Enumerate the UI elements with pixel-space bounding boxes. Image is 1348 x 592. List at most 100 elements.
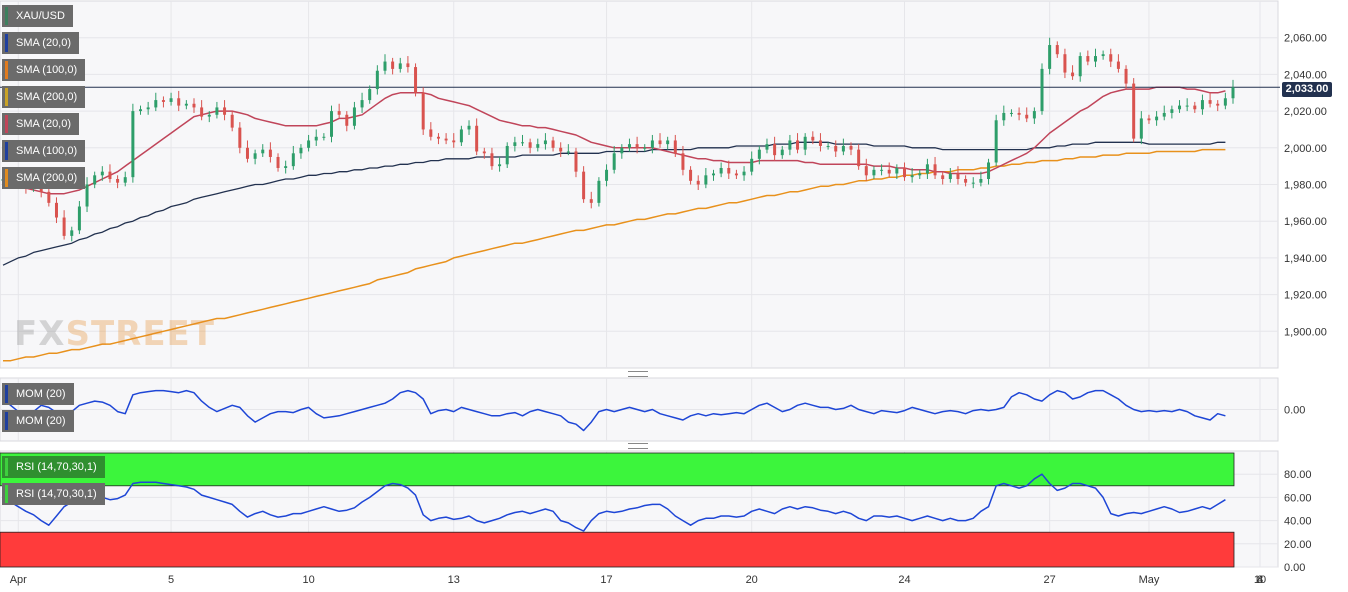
candle xyxy=(765,138,769,154)
candle-body xyxy=(1025,114,1029,119)
candle xyxy=(1071,65,1075,80)
candle-body xyxy=(1002,112,1006,121)
candle-body xyxy=(521,142,525,144)
candle xyxy=(666,136,670,150)
legend-swatch xyxy=(5,169,8,187)
legend-sma100-b[interactable]: SMA (100,0) xyxy=(2,140,86,162)
candle-body xyxy=(925,164,929,174)
candle-body xyxy=(1048,45,1052,69)
candle xyxy=(566,144,570,156)
candle xyxy=(1002,105,1006,126)
candle-body xyxy=(643,147,647,149)
candle-body xyxy=(696,180,700,185)
candle xyxy=(93,171,97,189)
candle-body xyxy=(1093,56,1097,62)
candle xyxy=(276,153,280,172)
candle-body xyxy=(268,149,272,157)
candle-body xyxy=(773,144,777,156)
candle-body xyxy=(1124,68,1128,84)
rsi-y-tick-label: 80.00 xyxy=(1284,469,1312,481)
candle-body xyxy=(161,100,165,102)
candle xyxy=(1193,101,1197,113)
candle-body xyxy=(505,145,509,165)
candle-body xyxy=(605,169,609,181)
candle-body xyxy=(1170,109,1174,113)
candle xyxy=(245,140,249,163)
candle-body xyxy=(1086,56,1090,62)
legend-sma20-b[interactable]: SMA (20,0) xyxy=(2,113,80,135)
panel-resize-handle[interactable] xyxy=(628,443,648,449)
current-price-tag: 2,033.00 xyxy=(1282,82,1332,97)
candle xyxy=(1223,92,1227,110)
candle-body xyxy=(1155,116,1159,121)
legend-rsi-b[interactable]: RSI (14,70,30,1) xyxy=(2,483,105,505)
rsi-y-tick-label: 60.00 xyxy=(1284,492,1312,504)
legend-sma100-a[interactable]: SMA (100,0) xyxy=(2,59,86,81)
candle-body xyxy=(1185,105,1189,107)
candle-body xyxy=(582,171,586,200)
candle-body xyxy=(1017,112,1021,115)
candle xyxy=(459,125,463,146)
candle-body xyxy=(666,140,670,145)
legend-sma20-a[interactable]: SMA (20,0) xyxy=(2,32,80,54)
legend-swatch xyxy=(5,412,8,430)
candle xyxy=(536,138,540,152)
candle-body xyxy=(245,147,249,159)
candle xyxy=(360,92,364,113)
candle-body xyxy=(100,171,104,176)
legend-label: SMA (20,0) xyxy=(16,37,72,49)
candle xyxy=(933,156,937,179)
candle-body xyxy=(154,100,158,108)
candle xyxy=(650,134,654,154)
candle-body xyxy=(750,158,754,172)
legend-swatch xyxy=(5,142,8,160)
candle xyxy=(54,197,58,224)
candle-body xyxy=(383,61,387,71)
candle-body xyxy=(215,107,219,115)
candle xyxy=(681,145,685,176)
legend-rsi-a[interactable]: RSI (14,70,30,1) xyxy=(2,456,105,478)
candle-body xyxy=(513,142,517,146)
legend-mom-a[interactable]: MOM (20) xyxy=(2,383,74,405)
candle-body xyxy=(54,202,58,218)
legend-mom-b[interactable]: MOM (20) xyxy=(2,410,74,432)
candle xyxy=(1155,111,1159,126)
candle-body xyxy=(872,169,876,176)
x-tick-label: 27 xyxy=(1044,574,1056,586)
candle-body xyxy=(1231,87,1235,99)
candle xyxy=(513,136,517,152)
candle xyxy=(154,92,158,112)
candle-body xyxy=(1063,54,1067,73)
candle-body xyxy=(108,171,112,179)
legend-swatch xyxy=(5,385,8,403)
candle xyxy=(857,144,861,170)
candle xyxy=(918,169,922,179)
legend-swatch xyxy=(5,34,8,52)
candle xyxy=(841,138,845,156)
price-y-tick-label: 2,020.00 xyxy=(1284,106,1327,118)
candle-body xyxy=(956,173,960,179)
legend-sma200-b[interactable]: SMA (200,0) xyxy=(2,167,86,189)
candle-body xyxy=(375,70,379,90)
legend-xauusd[interactable]: XAU/USD xyxy=(2,5,73,27)
price-y-tick-label: 2,000.00 xyxy=(1284,143,1327,155)
candle xyxy=(597,177,601,207)
candle-body xyxy=(589,199,593,203)
candle xyxy=(773,136,777,161)
candle xyxy=(192,98,196,113)
candle-body xyxy=(566,151,570,153)
candle-body xyxy=(1040,68,1044,112)
legend-sma200-a[interactable]: SMA (200,0) xyxy=(2,86,86,108)
legend-label: SMA (20,0) xyxy=(16,118,72,130)
candle xyxy=(161,96,165,108)
legend-label: MOM (20) xyxy=(16,388,66,400)
candle-body xyxy=(322,136,326,138)
candle xyxy=(230,111,234,132)
candle-body xyxy=(933,164,937,176)
candle xyxy=(291,145,295,170)
candle-body xyxy=(253,153,257,159)
candle xyxy=(284,160,288,174)
panel-resize-handle[interactable] xyxy=(628,371,648,377)
candle xyxy=(352,101,356,130)
